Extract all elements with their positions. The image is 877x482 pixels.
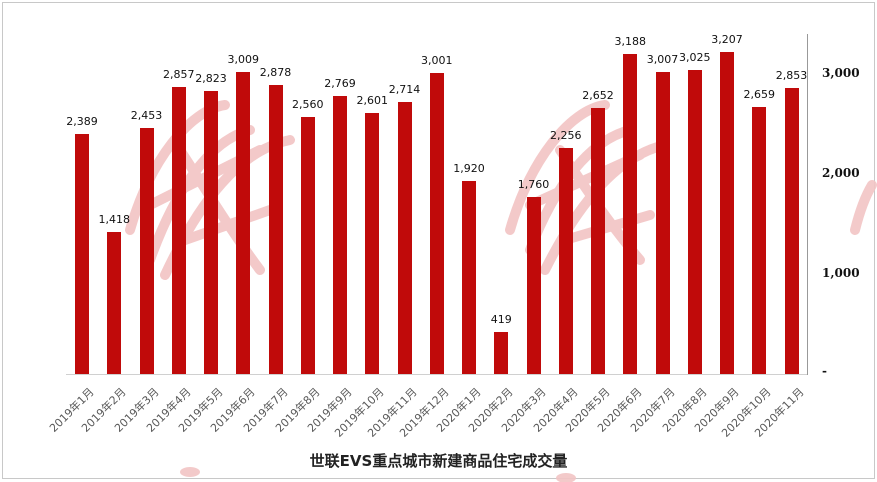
- y-tick-2000: 2,000: [822, 166, 860, 180]
- bar: [752, 107, 767, 374]
- y-tick-0: -: [822, 364, 827, 378]
- bar: [300, 117, 315, 374]
- data-label: 2,601: [356, 94, 389, 108]
- bar: [526, 197, 541, 374]
- data-label: 419: [490, 312, 512, 326]
- data-label: 3,188: [614, 35, 647, 49]
- bar: [204, 90, 218, 374]
- bar: [268, 85, 283, 374]
- data-label: 2,256: [550, 128, 582, 142]
- data-label: 2,857: [163, 68, 195, 82]
- data-label: 2,853: [775, 68, 808, 82]
- data-label: 2,659: [743, 88, 776, 102]
- bar: [429, 72, 444, 374]
- data-label: 1,920: [453, 162, 485, 176]
- y-tick-3000: 3,000: [822, 66, 860, 80]
- bar: [365, 113, 380, 374]
- data-label: 2,389: [66, 115, 98, 129]
- data-label: 2,652: [582, 88, 614, 102]
- bar: [171, 87, 186, 374]
- data-label: 2,560: [292, 98, 324, 112]
- data-label: 2,823: [195, 71, 227, 85]
- bar: [333, 96, 347, 374]
- bar: [462, 181, 476, 374]
- data-label: 2,769: [324, 77, 356, 91]
- bar: [687, 70, 702, 374]
- bar: [494, 331, 509, 374]
- data-label: 3,007: [646, 53, 679, 67]
- bar: [784, 87, 799, 374]
- bar: [139, 127, 154, 374]
- y-axis-line: [807, 34, 808, 375]
- data-label: 3,207: [711, 33, 743, 47]
- chart-title: 世联EVS重点城市新建商品住宅成交量: [309, 452, 568, 470]
- data-label: 1,760: [517, 178, 550, 192]
- data-label: 2,714: [388, 82, 421, 96]
- bar: [558, 147, 573, 374]
- bar: [107, 231, 122, 374]
- data-label: 3,025: [679, 51, 711, 65]
- data-label: 2,453: [130, 108, 163, 122]
- data-label: 3,009: [227, 53, 260, 67]
- bar: [75, 134, 89, 374]
- bar: [623, 54, 638, 374]
- data-label: 2,878: [259, 66, 292, 80]
- x-axis-line: [66, 374, 808, 375]
- bar: [397, 101, 412, 374]
- bar: [720, 52, 734, 374]
- bar: [236, 72, 251, 374]
- data-label: 1,418: [98, 212, 131, 226]
- y-tick-1000: 1,000: [822, 266, 860, 280]
- data-label: 3,001: [421, 53, 453, 67]
- bar: [655, 72, 670, 374]
- bar: [591, 107, 605, 374]
